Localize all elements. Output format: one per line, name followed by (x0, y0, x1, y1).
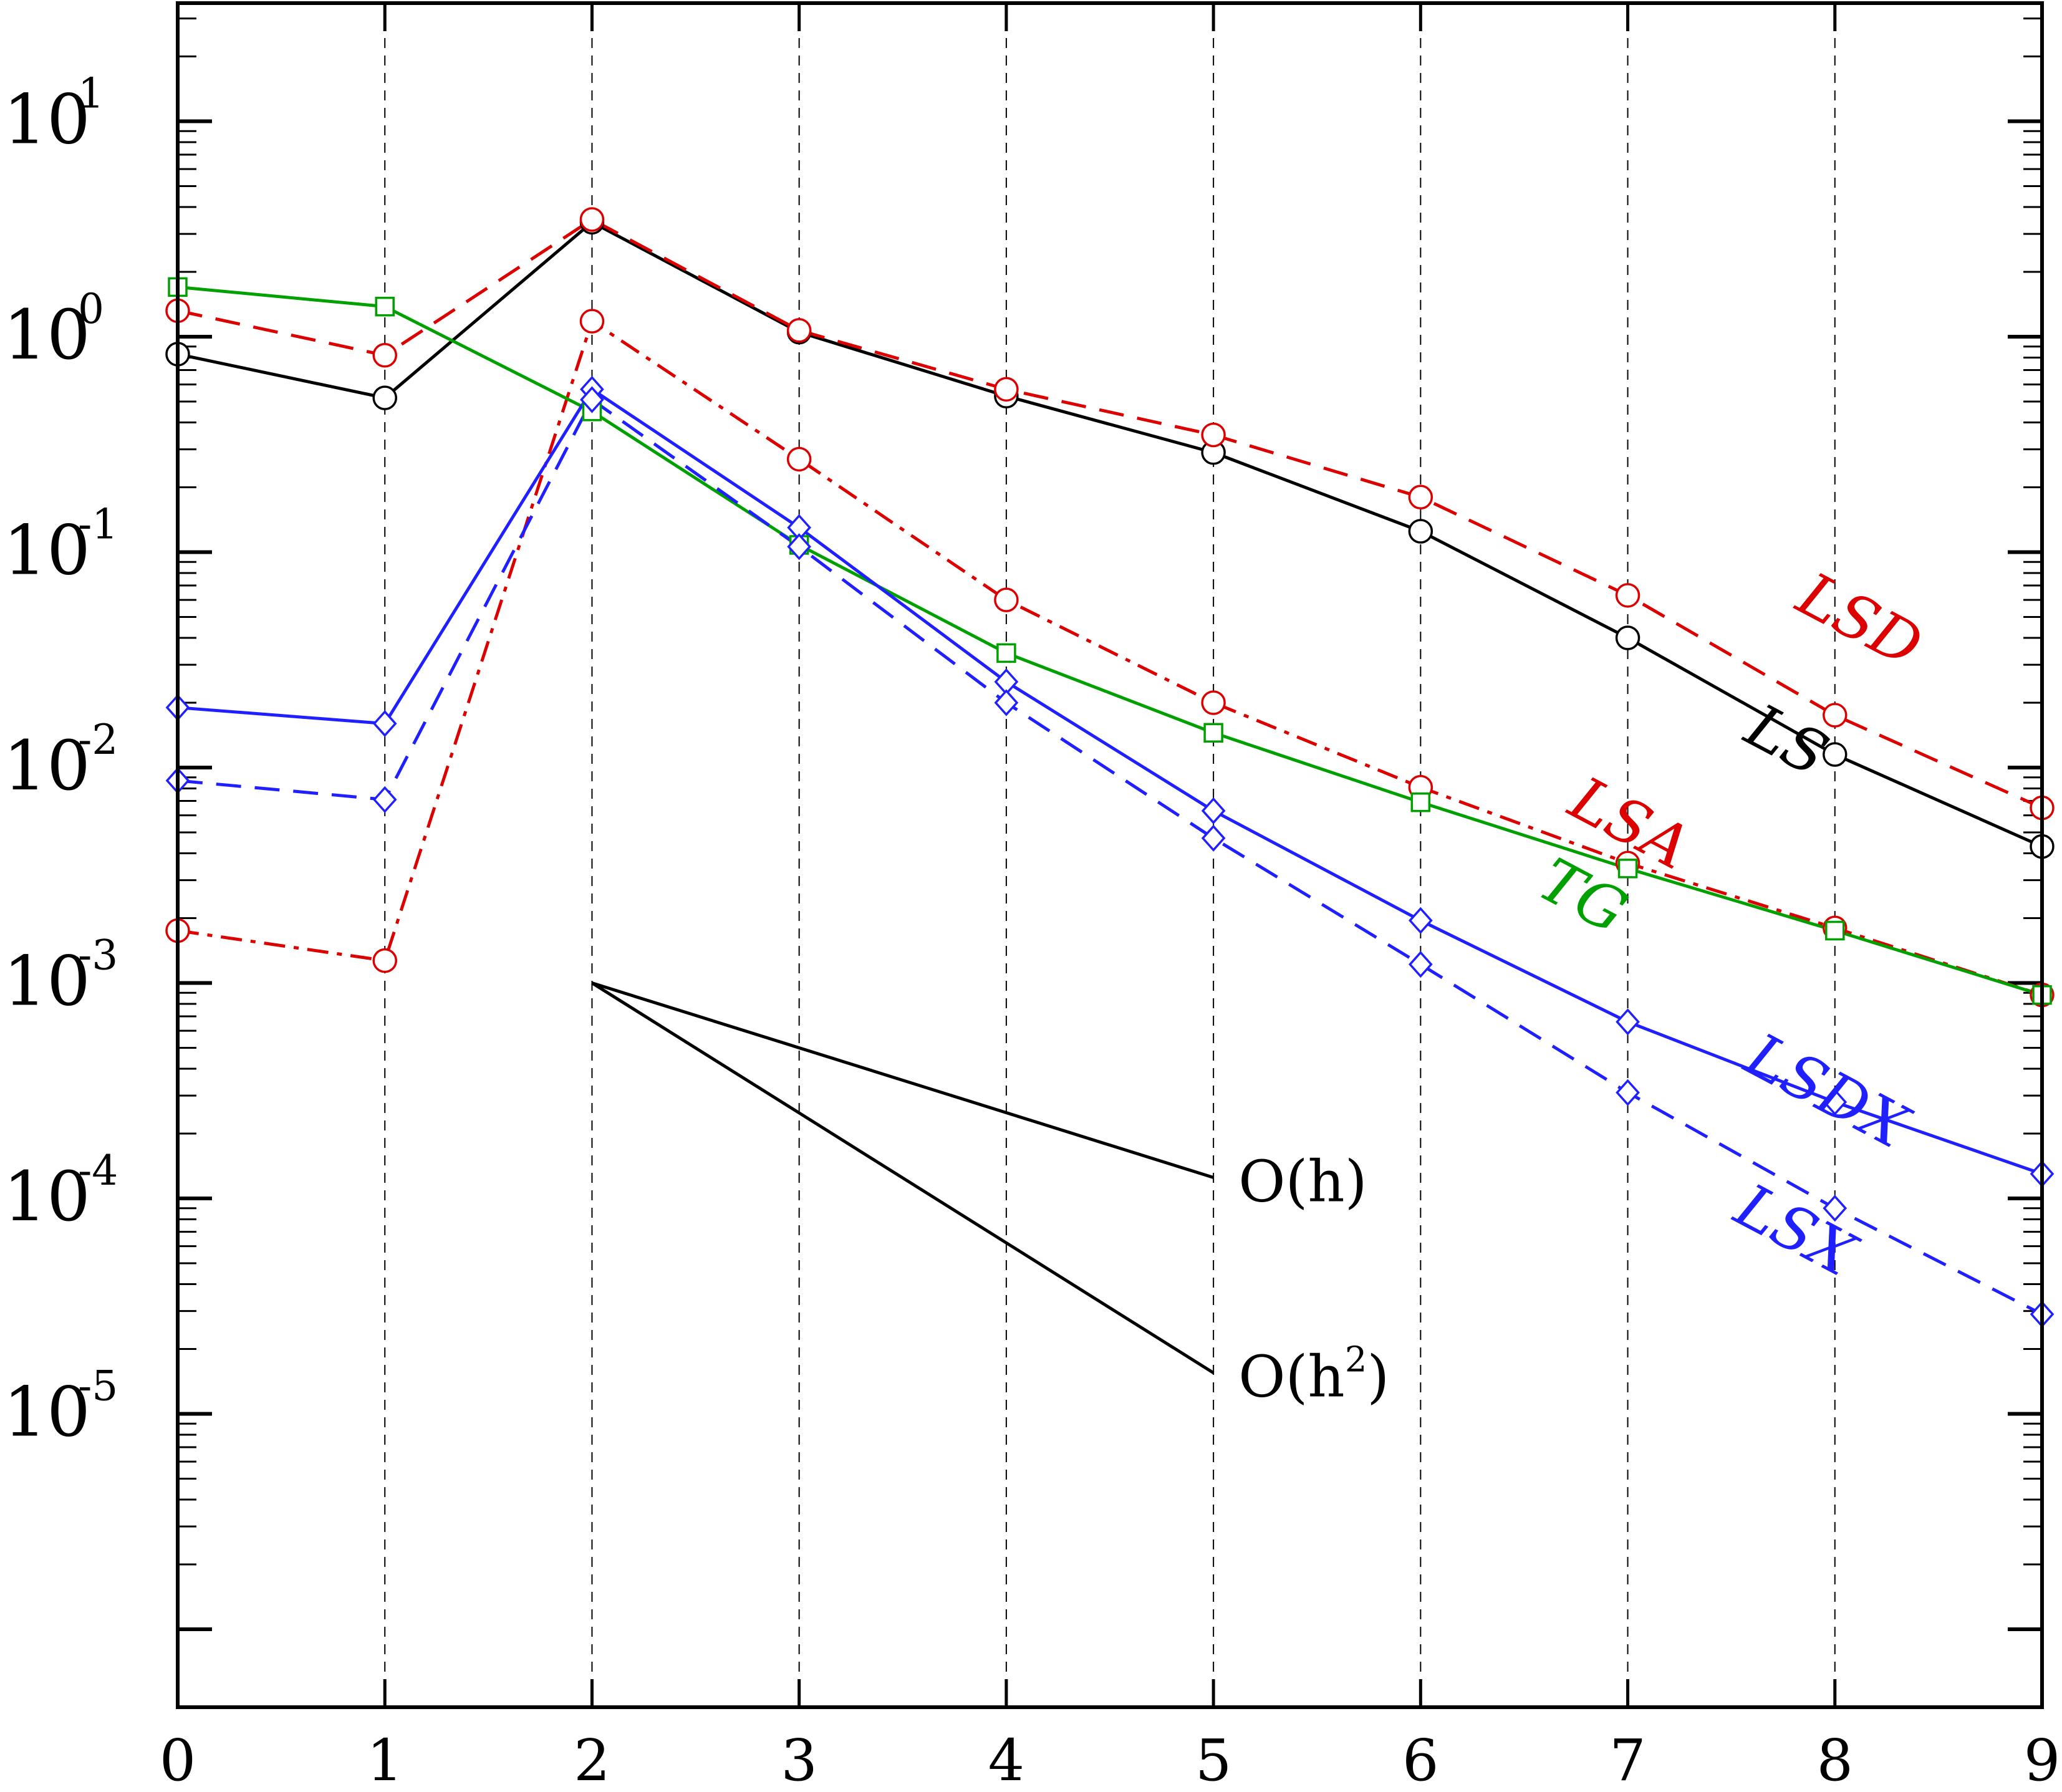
x-tick-label: 9 (2024, 1727, 2061, 1792)
x-tick-label: 7 (1609, 1727, 1646, 1792)
point-marker (1408, 907, 1433, 934)
y-tick-label: 10 (3, 1157, 90, 1236)
point-marker (1203, 723, 1223, 743)
reference-line-label: O(h) (1238, 1149, 1367, 1215)
x-tick-label: 2 (574, 1727, 610, 1792)
point-marker (372, 385, 397, 410)
point-marker (1616, 1079, 1640, 1106)
point-marker (1201, 422, 1226, 448)
y-tick-label: 10 (3, 1372, 90, 1452)
x-tick-label: 1 (367, 1727, 403, 1792)
x-tick-label: 8 (1817, 1727, 1854, 1792)
point-marker (579, 207, 605, 232)
y-tick-label: 10 (3, 511, 90, 590)
series-line-lsdx (177, 387, 2043, 1175)
x-tick-label: 5 (1195, 1727, 1232, 1792)
point-marker (372, 343, 397, 368)
y-tick-exponent: -1 (78, 501, 118, 549)
point-marker (1617, 859, 1638, 879)
y-tick-label: 10 (3, 942, 90, 1021)
point-marker (994, 587, 1019, 612)
point-marker (1408, 484, 1433, 510)
reference-line (591, 981, 1214, 1179)
point-marker (1616, 1008, 1640, 1036)
reference-line (591, 981, 1215, 1374)
point-marker (1823, 1088, 1848, 1116)
point-marker (994, 377, 1019, 402)
series-line-ls (177, 220, 2043, 848)
y-tick-exponent: -5 (78, 1362, 118, 1410)
point-marker (372, 948, 397, 973)
labels: 0 1 2 3 4 5 6 7 8 910110010-110-210-310-410-5O(h)… (3, 70, 2060, 1792)
point-marker (1615, 625, 1640, 650)
point-marker (1408, 519, 1433, 544)
y-tick-exponent: -3 (78, 932, 118, 980)
point-marker (786, 446, 812, 472)
point-marker (580, 386, 604, 413)
point-marker (1201, 690, 1226, 715)
y-tick-label: 10 (3, 295, 90, 375)
series-line-tg (177, 285, 2043, 997)
series-markers (165, 207, 2055, 1328)
point-marker (372, 786, 397, 814)
point-marker (1823, 1195, 1848, 1222)
point-marker (375, 296, 395, 317)
series-line-lsx (177, 398, 2043, 1316)
point-marker (996, 643, 1016, 663)
x-tick-label: 4 (988, 1727, 1025, 1792)
y-tick-exponent: 0 (78, 285, 104, 333)
x-tick-label: 6 (1402, 1727, 1439, 1792)
series-line-lsa (177, 319, 2043, 997)
point-marker (372, 710, 397, 738)
point-marker (1823, 742, 1848, 767)
plot-frame (176, 1, 2044, 1709)
x-tick-label: 3 (781, 1727, 817, 1792)
y-tick-exponent: -2 (78, 716, 118, 764)
point-marker (994, 689, 1019, 716)
grid-lines (384, 3, 1836, 1707)
series-lines (177, 218, 2043, 1316)
point-marker (786, 318, 812, 343)
point-marker (1825, 920, 1845, 941)
point-marker (1201, 824, 1226, 852)
point-marker (1410, 792, 1431, 812)
series-label: LSDX (1734, 1019, 1921, 1163)
point-marker (1823, 703, 1848, 728)
y-tick-label: 10 (3, 80, 90, 160)
series-label: LSD (1786, 559, 1934, 682)
y-tick-exponent: 1 (78, 70, 104, 118)
point-marker (1615, 583, 1640, 608)
point-marker (1201, 797, 1226, 824)
reference-lines (591, 981, 1215, 1374)
reference-line-label: O(h2) (1238, 1340, 1389, 1410)
x-tick-label: 0 (160, 1727, 196, 1792)
y-tick-label: 10 (3, 726, 90, 806)
point-marker (579, 309, 605, 334)
point-marker (787, 533, 812, 561)
series-line-lsd (177, 218, 2043, 809)
point-marker (1408, 951, 1433, 978)
axis-ticks (178, 3, 2042, 1707)
y-tick-exponent: -4 (78, 1147, 118, 1195)
